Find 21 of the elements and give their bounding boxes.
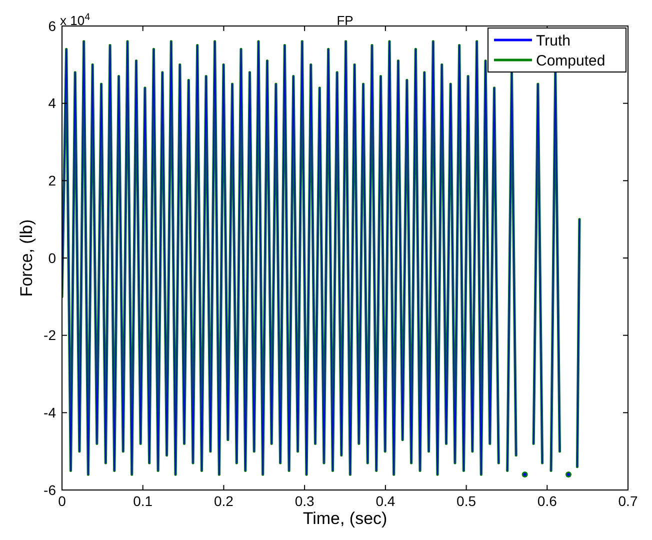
legend-label: Truth — [536, 32, 570, 50]
x-tick-label: 0.1 — [133, 493, 153, 509]
y-axis-title: Force, (lb) — [17, 219, 36, 297]
legend-label: Computed — [536, 52, 606, 70]
y-tick-label: -6 — [44, 482, 56, 498]
annotation: x 10$^{4}$ — [60, 12, 91, 28]
x-tick-label: 0.7 — [618, 493, 638, 509]
x-axis-title: Time, (sec) — [302, 509, 388, 528]
y-tick-label: 6 — [48, 18, 56, 34]
x-tick-label: 0.2 — [214, 493, 234, 509]
y-tick-label: 2 — [48, 172, 56, 189]
y-tick-label: -4 — [44, 404, 56, 421]
x-tick-label: 0 — [58, 493, 66, 509]
x-tick-label: 0.3 — [294, 493, 315, 509]
y-tick-label: -2 — [44, 327, 56, 344]
x-tick-label: 0.4 — [376, 493, 396, 509]
chart-title: FP — [336, 13, 354, 28]
x-tick-label: 0.5 — [456, 493, 476, 509]
x-tick-label: 0.6 — [537, 493, 558, 509]
y-tick-label: 0 — [48, 250, 56, 266]
y-tick-label: 4 — [48, 95, 56, 112]
